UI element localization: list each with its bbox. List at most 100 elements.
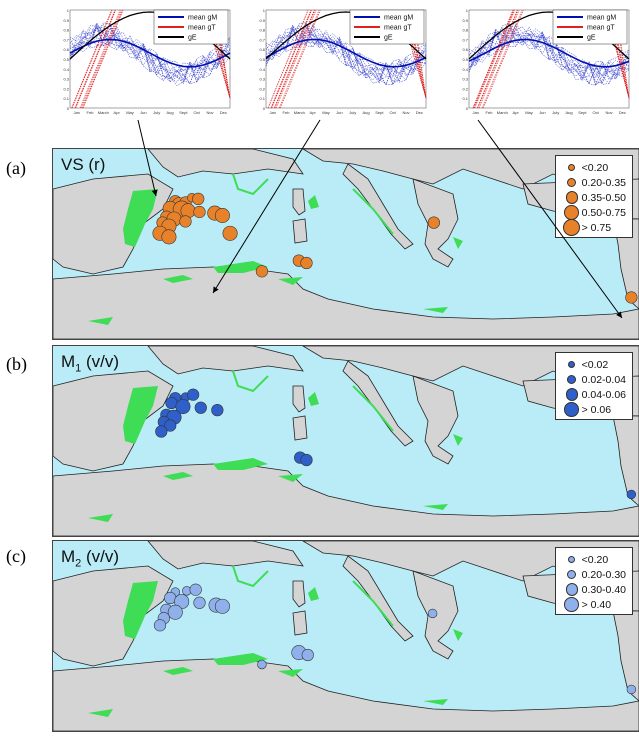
gt-curve xyxy=(274,9,316,109)
gt-curve xyxy=(71,9,113,109)
land-mass xyxy=(292,610,308,636)
map-panel-m2: M2 (v/v) <0.20 0.20-0.30 0.30-0.40 > 0.40 xyxy=(52,540,639,732)
site-marker xyxy=(626,489,637,500)
y-tick-label: 0.5 xyxy=(63,57,69,62)
study-area xyxy=(123,581,158,639)
study-area xyxy=(123,386,158,444)
site-marker xyxy=(193,596,206,609)
gm-curve xyxy=(265,28,427,85)
gm-curve xyxy=(265,27,427,86)
gm-curve xyxy=(468,30,630,84)
site-marker xyxy=(301,648,314,662)
study-area xyxy=(423,504,448,510)
site-marker xyxy=(257,659,267,670)
legend-label: 0.30-0.40 xyxy=(581,583,626,596)
gm-curve xyxy=(468,26,630,86)
gt-curve xyxy=(481,9,523,109)
x-tick-label: Apr xyxy=(513,110,520,115)
gm-curve xyxy=(265,24,427,77)
study-coast xyxy=(232,370,269,393)
gt-curve xyxy=(478,9,520,109)
legend-entry: 0.04-0.06 xyxy=(562,387,626,402)
gt-curve xyxy=(280,9,321,109)
study-area xyxy=(308,587,319,601)
gm-curve xyxy=(468,23,630,86)
map-title-m2: M2 (v/v) xyxy=(61,547,120,570)
study-area xyxy=(453,237,463,249)
site-marker xyxy=(214,207,230,223)
gm-curve xyxy=(69,28,231,83)
site-marker xyxy=(194,401,207,414)
gt-curve xyxy=(273,9,315,109)
y-tick-label: 0.7 xyxy=(63,37,69,42)
study-area xyxy=(278,474,303,482)
site-marker xyxy=(153,619,167,632)
inset-legend-label: mean gM xyxy=(384,15,413,22)
legend-m2: <0.20 0.20-0.30 0.30-0.40 > 0.40 xyxy=(554,547,633,615)
y-tick-label: 0.1 xyxy=(63,96,69,101)
legend-entry: 0.50-0.75 xyxy=(562,205,626,220)
study-area xyxy=(88,514,113,522)
x-tick-label: Apr xyxy=(114,110,121,115)
site-marker xyxy=(155,425,168,438)
gt-curve xyxy=(80,9,122,109)
legend-label: 0.20-0.35 xyxy=(581,176,626,189)
land-mass xyxy=(53,658,639,731)
site-marker xyxy=(255,265,269,278)
x-tick-label: Apr xyxy=(310,110,317,115)
panel-letter-a: (a) xyxy=(6,158,26,178)
x-tick-label: Dec xyxy=(619,110,626,115)
legend-entry: 0.20-0.30 xyxy=(562,567,626,582)
study-area xyxy=(213,458,268,470)
gt-curve xyxy=(267,9,309,109)
study-area xyxy=(163,275,193,283)
legend-entry: 0.02-0.04 xyxy=(562,372,626,387)
study-area xyxy=(163,667,193,675)
gt-curve xyxy=(472,9,514,109)
y-tick-label: 0.1 xyxy=(462,96,468,101)
gm-curve xyxy=(468,28,630,80)
legend-label: 0.04-0.06 xyxy=(581,388,626,401)
legend-label: <0.20 xyxy=(581,161,609,174)
legend-marker xyxy=(565,388,578,401)
legend-entry: > 0.40 xyxy=(562,597,626,612)
legend-vs: <0.20 0.20-0.35 0.35-0.50 0.50-0.75 > 0.75 xyxy=(554,155,633,238)
x-tick-label: Feb xyxy=(486,110,494,115)
map-panel-vs: VS (r) <0.20 0.20-0.35 0.35-0.50 0.50-0.75 >… xyxy=(52,148,639,340)
x-tick-label: Oct xyxy=(194,110,201,115)
x-tick-label: March xyxy=(294,110,305,115)
legend-entry: > 0.75 xyxy=(562,218,626,237)
land-mass xyxy=(147,346,304,375)
land-mass xyxy=(292,385,306,413)
x-tick-label: Jan xyxy=(73,110,79,115)
gt-curve xyxy=(82,9,123,109)
y-tick-label: 0.4 xyxy=(63,67,69,72)
legend-label: > 0.06 xyxy=(581,403,612,416)
site-marker xyxy=(179,215,192,228)
land-mass xyxy=(342,360,414,447)
gm-curve xyxy=(69,24,231,80)
x-tick-label: March xyxy=(98,110,109,115)
x-tick-label: May xyxy=(322,110,330,115)
inset-legend-label: mean gT xyxy=(188,25,216,32)
gm-curve xyxy=(265,22,427,84)
y-tick-label: 0.6 xyxy=(63,47,69,52)
site-marker xyxy=(193,205,206,219)
y-tick-label: 0.7 xyxy=(259,37,265,42)
y-tick-label: 0.2 xyxy=(63,86,69,91)
land-mass xyxy=(53,463,639,536)
legend-marker xyxy=(568,556,576,563)
gm-curve xyxy=(265,22,427,85)
site-marker xyxy=(626,684,637,695)
y-tick-label: 1 xyxy=(263,8,266,13)
y-tick-label: 0.9 xyxy=(259,18,265,23)
site-marker xyxy=(175,399,191,415)
site-marker xyxy=(625,291,638,304)
map-title-m1: M1 (v/v) xyxy=(61,352,120,375)
site-marker xyxy=(222,225,238,241)
legend-marker xyxy=(564,402,580,417)
x-tick-label: Feb xyxy=(87,110,95,115)
study-coast xyxy=(352,385,394,432)
x-tick-label: Feb xyxy=(283,110,291,115)
gt-curve xyxy=(79,9,121,109)
